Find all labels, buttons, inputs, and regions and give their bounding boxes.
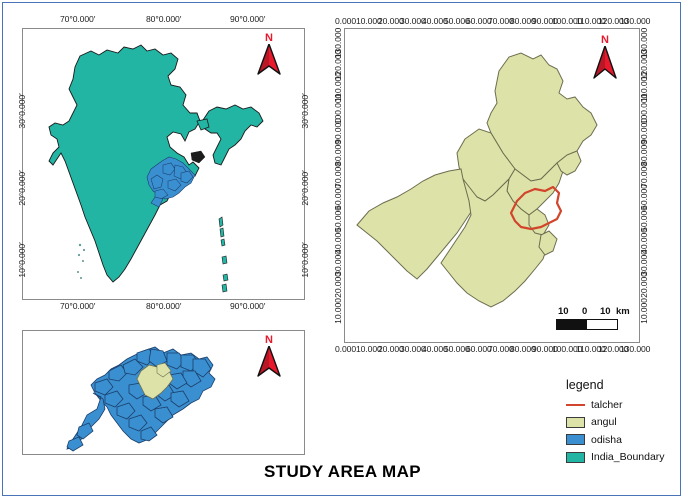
north-arrow-label: N: [265, 32, 273, 44]
angul-x-tick-top-5: 50.000: [444, 16, 470, 26]
angul-x-tick-top-6: 60.000: [466, 16, 492, 26]
angul-x-tick-bottom-12: 120.000: [598, 344, 629, 354]
angul-x-tick-top-3: 30.000: [400, 16, 426, 26]
odisha-inset-plot-area: [22, 330, 305, 455]
india-y-tick-right-2: 10°0.000′: [300, 242, 310, 278]
india-y-tick-left-2: 10°0.000′: [17, 242, 27, 278]
legend-item-talcher[interactable]: talcher: [566, 397, 681, 412]
angul-x-tick-bottom-6: 60.000: [466, 344, 492, 354]
angul-x-tick-top-2: 20.000: [378, 16, 404, 26]
india-x-tick-bottom-2: 90°0.000′: [230, 301, 266, 311]
india-siliguri-corridor-shape: [196, 118, 210, 131]
angul-x-tick-top-8: 80.000: [510, 16, 536, 26]
angul-map-panel: 0.000 10.000 20.000 30.000 40.000 50.000…: [333, 16, 650, 354]
india-x-tick-top-0: 70°0.000′: [60, 14, 96, 24]
scale-bar-graphic: [556, 319, 618, 330]
legend-label-india-boundary: India_Boundary: [591, 451, 665, 463]
india-y-tick-left-0: 30°0.000′: [17, 93, 27, 129]
india-x-tick-top-1: 80°0.000′: [146, 14, 182, 24]
andaman-islands-shape: [218, 216, 229, 293]
north-arrow-icon: [257, 346, 281, 377]
india-x-tick-bottom-1: 80°0.000′: [146, 301, 182, 311]
angul-x-tick-top-13: 130.000: [620, 16, 651, 26]
legend-item-odisha[interactable]: odisha: [566, 432, 681, 447]
india-map-graphic: [48, 44, 264, 293]
scale-bar-labels: 10 0 10 km: [556, 306, 632, 319]
odisha-districts-overlay: [146, 156, 196, 208]
page-title: STUDY AREA MAP: [263, 462, 422, 481]
angul-y-axis-right: 130.000 120.000 110.000 100.000 90.000 8…: [638, 28, 650, 341]
angul-x-axis-bottom: 0.000 10.000 20.000 30.000 40.000 50.000…: [335, 344, 650, 356]
scale-bar-center-label: 0: [582, 306, 588, 317]
india-map-panel: 70°0.000′ 80°0.000′ 90°0.000′ 70°0.000′ …: [17, 14, 310, 311]
angul-x-tick-bottom-0: 0.000: [335, 344, 357, 354]
india-x-tick-bottom-0: 70°0.000′: [60, 301, 96, 311]
angul-x-tick-bottom-11: 110.000: [576, 344, 606, 354]
legend-title: legend: [566, 378, 604, 392]
north-arrow-india: N: [256, 32, 282, 76]
angul-district-blocks: [356, 52, 598, 308]
odisha-inset-graphic: [66, 346, 216, 452]
angul-x-tick-bottom-9: 90.000: [532, 344, 558, 354]
angul-x-tick-top-9: 90.000: [532, 16, 558, 26]
angul-highlight-shape: [136, 362, 174, 400]
angul-x-tick-top-7: 70.000: [488, 16, 514, 26]
angul-x-tick-top-12: 120.000: [598, 16, 629, 26]
odisha-inset-panel: N: [22, 330, 305, 455]
angul-x-tick-bottom-5: 50.000: [444, 344, 470, 354]
angul-y-tick-right-12: 10.000: [639, 298, 649, 324]
angul-x-tick-bottom-3: 30.000: [400, 344, 426, 354]
north-arrow-label: N: [265, 334, 273, 346]
legend-swatch-odisha-icon: [566, 434, 585, 445]
angul-x-tick-top-1: 10.000: [356, 16, 382, 26]
legend-label-angul: angul: [591, 416, 617, 428]
angul-x-tick-bottom-4: 40.000: [422, 344, 448, 354]
angul-x-tick-top-11: 110.000: [576, 16, 606, 26]
scale-bar-right-label: 10: [600, 306, 611, 317]
india-y-tick-right-0: 30°0.000′: [300, 93, 310, 129]
angul-map-plot-area: [344, 28, 640, 343]
odisha-state-districts: [66, 346, 216, 452]
legend-swatch-india-boundary-icon: [566, 451, 585, 463]
scale-bar: 10 0 10 km: [556, 306, 632, 330]
north-arrow-odisha: N: [256, 334, 282, 378]
angul-map-graphic: [356, 52, 598, 308]
lakshadweep-islands-shape: [77, 243, 86, 279]
legend-item-india-boundary[interactable]: India_Boundary: [566, 450, 681, 465]
angul-y-axis-left: 130.000 120.000 110.000 100.000 90.000 8…: [332, 28, 344, 341]
india-y-tick-right-1: 20°0.000′: [300, 170, 310, 206]
angul-x-tick-bottom-1: 10.000: [356, 344, 382, 354]
angul-x-tick-top-4: 40.000: [422, 16, 448, 26]
north-arrow-angul: N: [592, 34, 618, 79]
angul-x-tick-bottom-13: 130.000: [620, 344, 651, 354]
scale-bar-unit-label: km: [616, 306, 630, 317]
scale-bar-segment-empty: [587, 320, 617, 329]
angul-x-tick-top-0: 0.000: [335, 16, 357, 26]
angul-x-axis-top: 0.000 10.000 20.000 30.000 40.000 50.000…: [335, 16, 650, 28]
legend-label-talcher: talcher: [591, 398, 623, 411]
north-arrow-icon: [593, 46, 617, 79]
india-northeast-shape: [200, 104, 264, 166]
angul-x-tick-bottom-8: 80.000: [510, 344, 536, 354]
angul-x-tick-top-10: 100.000: [552, 16, 583, 26]
scale-bar-left-label: 10: [558, 306, 569, 317]
legend-swatch-angul-icon: [566, 416, 585, 428]
legend-label-odisha: odisha: [591, 433, 622, 446]
angul-x-tick-bottom-2: 20.000: [378, 344, 404, 354]
north-arrow-label: N: [601, 34, 609, 46]
legend: legend talcher angul odisha India_Bounda…: [566, 378, 681, 467]
north-arrow-icon: [257, 44, 281, 75]
india-coastal-dark-patch: [190, 150, 206, 164]
scale-bar-segment-filled: [557, 320, 587, 329]
angul-y-tick-left-12: 10.000: [333, 298, 343, 324]
legend-item-angul[interactable]: angul: [566, 415, 681, 430]
talcher-boundary-outline: [509, 185, 563, 231]
angul-x-tick-bottom-10: 100.000: [552, 344, 583, 354]
legend-swatch-talcher-icon: [566, 403, 585, 406]
india-x-tick-top-2: 90°0.000′: [230, 14, 266, 24]
india-y-tick-left-1: 20°0.000′: [17, 170, 27, 206]
angul-x-tick-bottom-7: 70.000: [488, 344, 514, 354]
